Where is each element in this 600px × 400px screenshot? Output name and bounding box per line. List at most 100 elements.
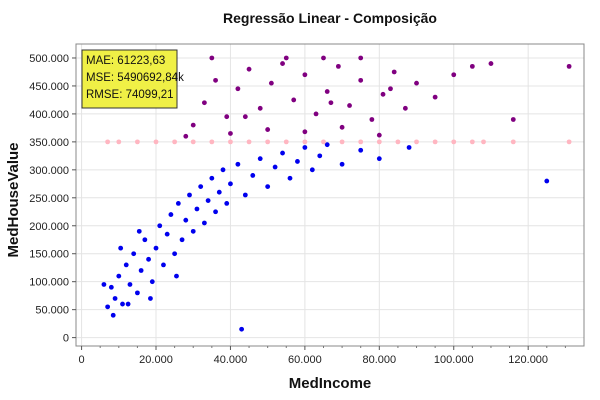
data-point-below <box>376 156 382 162</box>
y-tick-label: 0 <box>63 333 69 345</box>
x-tick-label: 80.000 <box>362 354 396 366</box>
data-point-below <box>116 273 122 279</box>
y-tick-label: 100.000 <box>29 277 69 289</box>
x-tick-label: 40.000 <box>214 354 248 366</box>
data-point-below <box>179 237 185 243</box>
data-point-below <box>175 200 181 206</box>
data-point-below <box>265 184 271 190</box>
data-point-below <box>138 268 144 273</box>
data-point-line <box>116 139 122 145</box>
data-point-line <box>265 139 271 145</box>
data-point-above <box>469 63 475 69</box>
data-point-above <box>224 114 230 120</box>
data-point-below <box>149 279 155 285</box>
data-point-below <box>157 223 163 229</box>
data-point-above <box>302 72 308 78</box>
data-point-below <box>123 262 129 268</box>
data-point-line <box>566 139 572 145</box>
data-point-below <box>136 228 142 234</box>
data-point-below <box>172 251 178 257</box>
data-point-above <box>369 117 375 122</box>
data-point-above <box>432 94 438 100</box>
data-point-line <box>246 139 252 145</box>
data-point-below <box>242 192 248 198</box>
data-point-above <box>321 55 326 61</box>
data-point-line <box>283 139 289 145</box>
data-point-below <box>110 312 116 318</box>
data-point-line <box>376 139 382 145</box>
data-point-below <box>235 161 241 167</box>
data-point-above <box>280 61 285 66</box>
data-point-above <box>358 55 364 61</box>
data-point-line <box>339 139 345 145</box>
data-point-below <box>148 296 153 301</box>
y-tick-label: 500.000 <box>29 53 69 65</box>
data-point-below <box>194 206 200 212</box>
data-point-below <box>224 200 230 206</box>
data-point-below <box>153 245 159 251</box>
data-point-line <box>414 139 419 145</box>
data-point-below <box>287 175 293 181</box>
data-point-above <box>566 63 572 69</box>
data-point-below <box>339 161 345 167</box>
data-point-below <box>168 212 174 217</box>
data-point-line <box>358 139 364 145</box>
data-point-below <box>324 142 330 148</box>
data-point-below <box>198 184 204 190</box>
plot-area: 0 20.000 40.000 60.000 80.000 100.000 120.000 0… <box>29 43 585 366</box>
data-point-below <box>187 192 192 198</box>
y-tick-label: 450.000 <box>29 81 69 93</box>
data-point-below <box>125 301 131 307</box>
data-point-line <box>469 139 475 145</box>
x-tick-label: 0 <box>79 354 85 366</box>
data-point-below <box>101 282 107 287</box>
data-point-below <box>135 290 140 296</box>
data-point-above <box>391 69 397 75</box>
y-axis-title: MedHouseValue <box>5 142 22 257</box>
data-point-above <box>228 131 233 136</box>
data-point-below <box>146 256 151 262</box>
data-point-above <box>451 72 457 78</box>
data-point-below <box>174 273 179 279</box>
data-point-below <box>161 262 166 268</box>
data-point-below <box>544 178 550 184</box>
data-point-line <box>172 139 178 145</box>
data-point-below <box>406 145 412 150</box>
data-point-line <box>105 139 111 145</box>
x-tick-label: 120.000 <box>508 354 548 366</box>
data-point-below <box>131 251 137 257</box>
data-point-above <box>213 77 218 83</box>
data-point-line <box>228 139 233 145</box>
data-point-below <box>309 167 315 173</box>
y-tick-label: 50.000 <box>35 305 69 317</box>
data-point-below <box>183 217 189 223</box>
data-point-below <box>257 156 263 162</box>
data-point-above <box>347 103 352 108</box>
chart-title: Regressão Linear - Composição <box>223 10 437 26</box>
data-point-above <box>201 100 207 106</box>
data-point-line <box>451 139 457 145</box>
data-point-below <box>358 147 364 153</box>
data-point-below <box>239 326 245 332</box>
metrics-tooltip-background <box>81 49 178 109</box>
data-point-above <box>257 105 263 111</box>
data-point-above <box>328 100 334 106</box>
data-point-above <box>242 114 248 120</box>
plot-frame <box>75 43 585 347</box>
data-point-above <box>268 80 274 86</box>
data-point-above <box>488 61 494 66</box>
data-point-line <box>302 139 308 145</box>
x-tick-label: 20.000 <box>139 354 173 366</box>
data-point-below <box>127 282 133 287</box>
metric-mae: MAE: 61223,63 <box>86 55 165 67</box>
data-point-above <box>209 55 215 61</box>
data-point-line <box>153 139 159 145</box>
data-point-below <box>213 209 218 215</box>
y-tick-label: 350.000 <box>29 137 69 149</box>
x-axis-title: MedIncome <box>289 375 372 392</box>
data-point-below <box>201 220 207 226</box>
data-point-above <box>358 77 364 83</box>
data-point-below <box>164 231 170 237</box>
data-point-line <box>481 139 486 145</box>
y-tick-label: 150.000 <box>29 249 69 261</box>
